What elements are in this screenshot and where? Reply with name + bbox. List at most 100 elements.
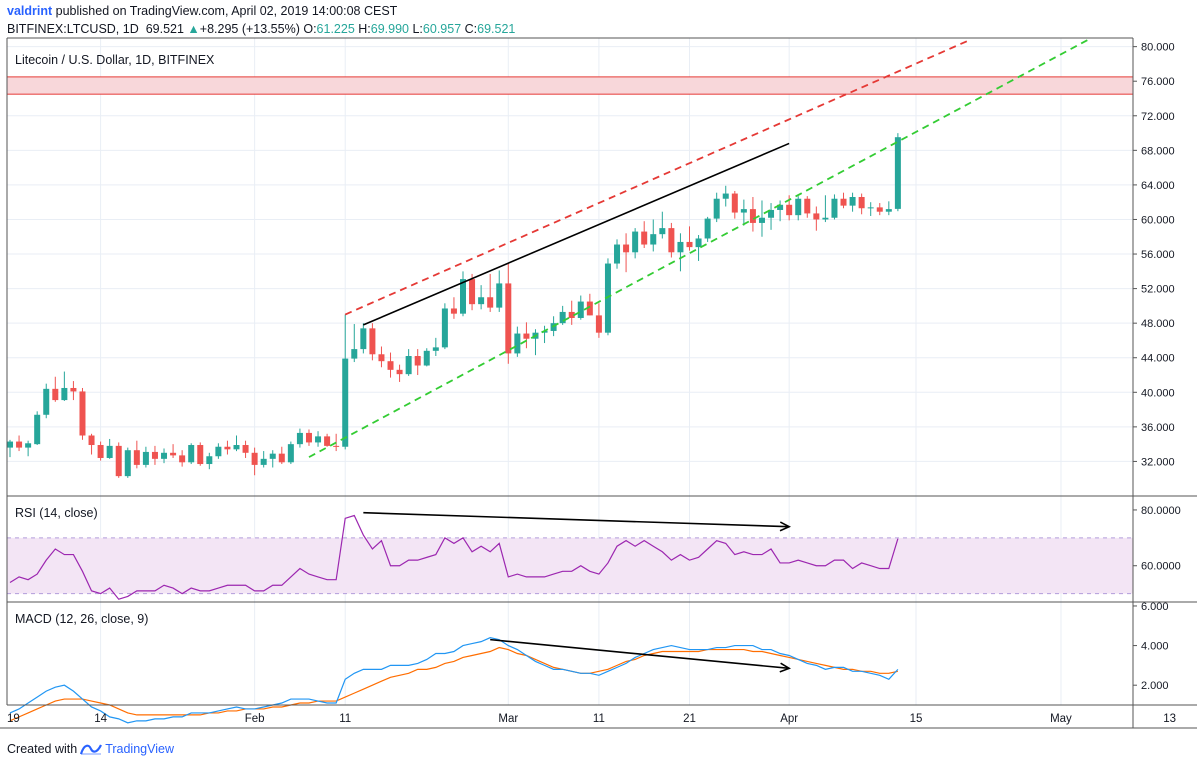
candle-body bbox=[432, 347, 439, 351]
trendline-upper bbox=[344, 38, 971, 316]
rsi-pane[interactable] bbox=[7, 511, 1133, 600]
resistance-rect bbox=[6, 76, 1134, 95]
candle-body bbox=[242, 445, 249, 453]
candle-body bbox=[369, 328, 376, 355]
macd-tick-label: 2.000 bbox=[1141, 680, 1169, 692]
candle-body bbox=[731, 193, 738, 213]
trendline-high-trend bbox=[363, 142, 790, 326]
footer: Created with TradingView bbox=[7, 742, 174, 756]
candle-body bbox=[858, 197, 865, 209]
macd-divergence-arrow-shaft bbox=[490, 638, 790, 670]
high-value: 69.990 bbox=[370, 22, 409, 36]
candle-body bbox=[278, 453, 285, 463]
price-tick-label: 72.000 bbox=[1141, 111, 1175, 123]
candle-body bbox=[804, 198, 811, 214]
author-name[interactable]: valdrint bbox=[7, 4, 53, 18]
candle-body bbox=[786, 204, 793, 216]
candle-body bbox=[460, 279, 466, 314]
candle-body bbox=[822, 217, 829, 220]
candle-body bbox=[197, 445, 204, 465]
candle-body bbox=[61, 387, 68, 401]
time-tick-label: 21 bbox=[683, 713, 696, 725]
candle-body bbox=[677, 241, 684, 253]
tradingview-brand[interactable]: TradingView bbox=[105, 742, 174, 756]
time-tick-label: 15 bbox=[910, 713, 923, 725]
trendline-lower bbox=[308, 38, 1089, 458]
trendline-drawings[interactable] bbox=[308, 38, 1089, 458]
candle-body bbox=[378, 354, 385, 362]
rsi-line bbox=[9, 514, 899, 600]
candle-body bbox=[387, 361, 394, 370]
candle-body bbox=[142, 451, 149, 465]
main-pane-title: Litecoin / U.S. Dollar, 1D, BITFINEX bbox=[15, 53, 215, 67]
candle-body bbox=[52, 388, 59, 401]
candle-body bbox=[70, 387, 77, 392]
candle-body bbox=[224, 446, 231, 450]
candle-body bbox=[614, 244, 621, 264]
candle-body bbox=[16, 441, 23, 448]
candle-body bbox=[251, 452, 258, 465]
macd-line bbox=[9, 637, 899, 724]
candle-body bbox=[423, 350, 430, 366]
tradingview-logo-icon bbox=[80, 744, 103, 755]
candle-body bbox=[577, 301, 584, 318]
candle-body bbox=[586, 301, 593, 316]
candle-body bbox=[604, 263, 611, 333]
candle-body bbox=[623, 244, 630, 253]
price-tick-label: 64.000 bbox=[1141, 180, 1175, 192]
macd-pane-title: MACD (12, 26, close, 9) bbox=[15, 612, 149, 626]
candle-body bbox=[405, 356, 412, 375]
time-tick-label: 14 bbox=[94, 713, 107, 725]
candle-body bbox=[79, 391, 86, 436]
candle-body bbox=[133, 450, 140, 465]
rsi-divergence-arrow-head bbox=[779, 521, 791, 532]
time-tick-label: Mar bbox=[498, 713, 518, 725]
open-label: O: bbox=[303, 22, 317, 36]
candle-body bbox=[795, 198, 802, 216]
candle-body bbox=[867, 207, 874, 209]
rsi-pane-title: RSI (14, close) bbox=[15, 506, 98, 520]
macd-pane[interactable] bbox=[9, 637, 899, 724]
price-tick-label: 80.000 bbox=[1141, 42, 1175, 54]
macd-tick-label: 6.000 bbox=[1141, 601, 1169, 613]
time-tick-label: Feb bbox=[245, 713, 265, 725]
close-label: C: bbox=[464, 22, 478, 36]
price-tick-label: 36.000 bbox=[1141, 422, 1175, 434]
candle-body bbox=[43, 388, 50, 415]
candle-body bbox=[115, 445, 122, 477]
open-value: 61.225 bbox=[316, 22, 355, 36]
candle-body bbox=[305, 432, 312, 443]
published-text: published on TradingView.com, April 02, … bbox=[55, 4, 398, 18]
rsi-tick-label: 60.0000 bbox=[1141, 561, 1181, 573]
grid-lines bbox=[7, 38, 1133, 705]
candle-body bbox=[478, 297, 485, 305]
candle-body bbox=[505, 283, 512, 354]
candle-body bbox=[34, 414, 41, 445]
price-change: +8.295 (+13.55%) bbox=[199, 22, 300, 36]
candle-body bbox=[695, 238, 702, 248]
candle-body bbox=[840, 198, 847, 206]
candle-body bbox=[414, 356, 421, 366]
candle-body bbox=[315, 436, 322, 443]
candle-body bbox=[287, 444, 294, 463]
candle-body bbox=[559, 311, 566, 324]
resistance-zone[interactable] bbox=[6, 76, 1134, 95]
low-value: 60.957 bbox=[422, 22, 462, 36]
candle-body bbox=[351, 349, 358, 359]
candle-body bbox=[324, 436, 331, 446]
candle-body bbox=[740, 209, 747, 213]
price-tick-label: 68.000 bbox=[1141, 145, 1175, 157]
price-tick-label: 60.000 bbox=[1141, 214, 1175, 226]
candle-body bbox=[360, 328, 367, 350]
publish-info: valdrint published on TradingView.com, A… bbox=[7, 4, 397, 18]
candle-body bbox=[813, 213, 820, 220]
candle-body bbox=[296, 432, 303, 445]
candle-body bbox=[106, 445, 113, 458]
candle-body bbox=[659, 228, 666, 235]
candle-body bbox=[686, 241, 693, 248]
candle-body bbox=[179, 455, 186, 463]
time-tick-label: 19 bbox=[7, 713, 20, 725]
candle-body bbox=[151, 451, 158, 459]
candle-body bbox=[523, 333, 530, 339]
